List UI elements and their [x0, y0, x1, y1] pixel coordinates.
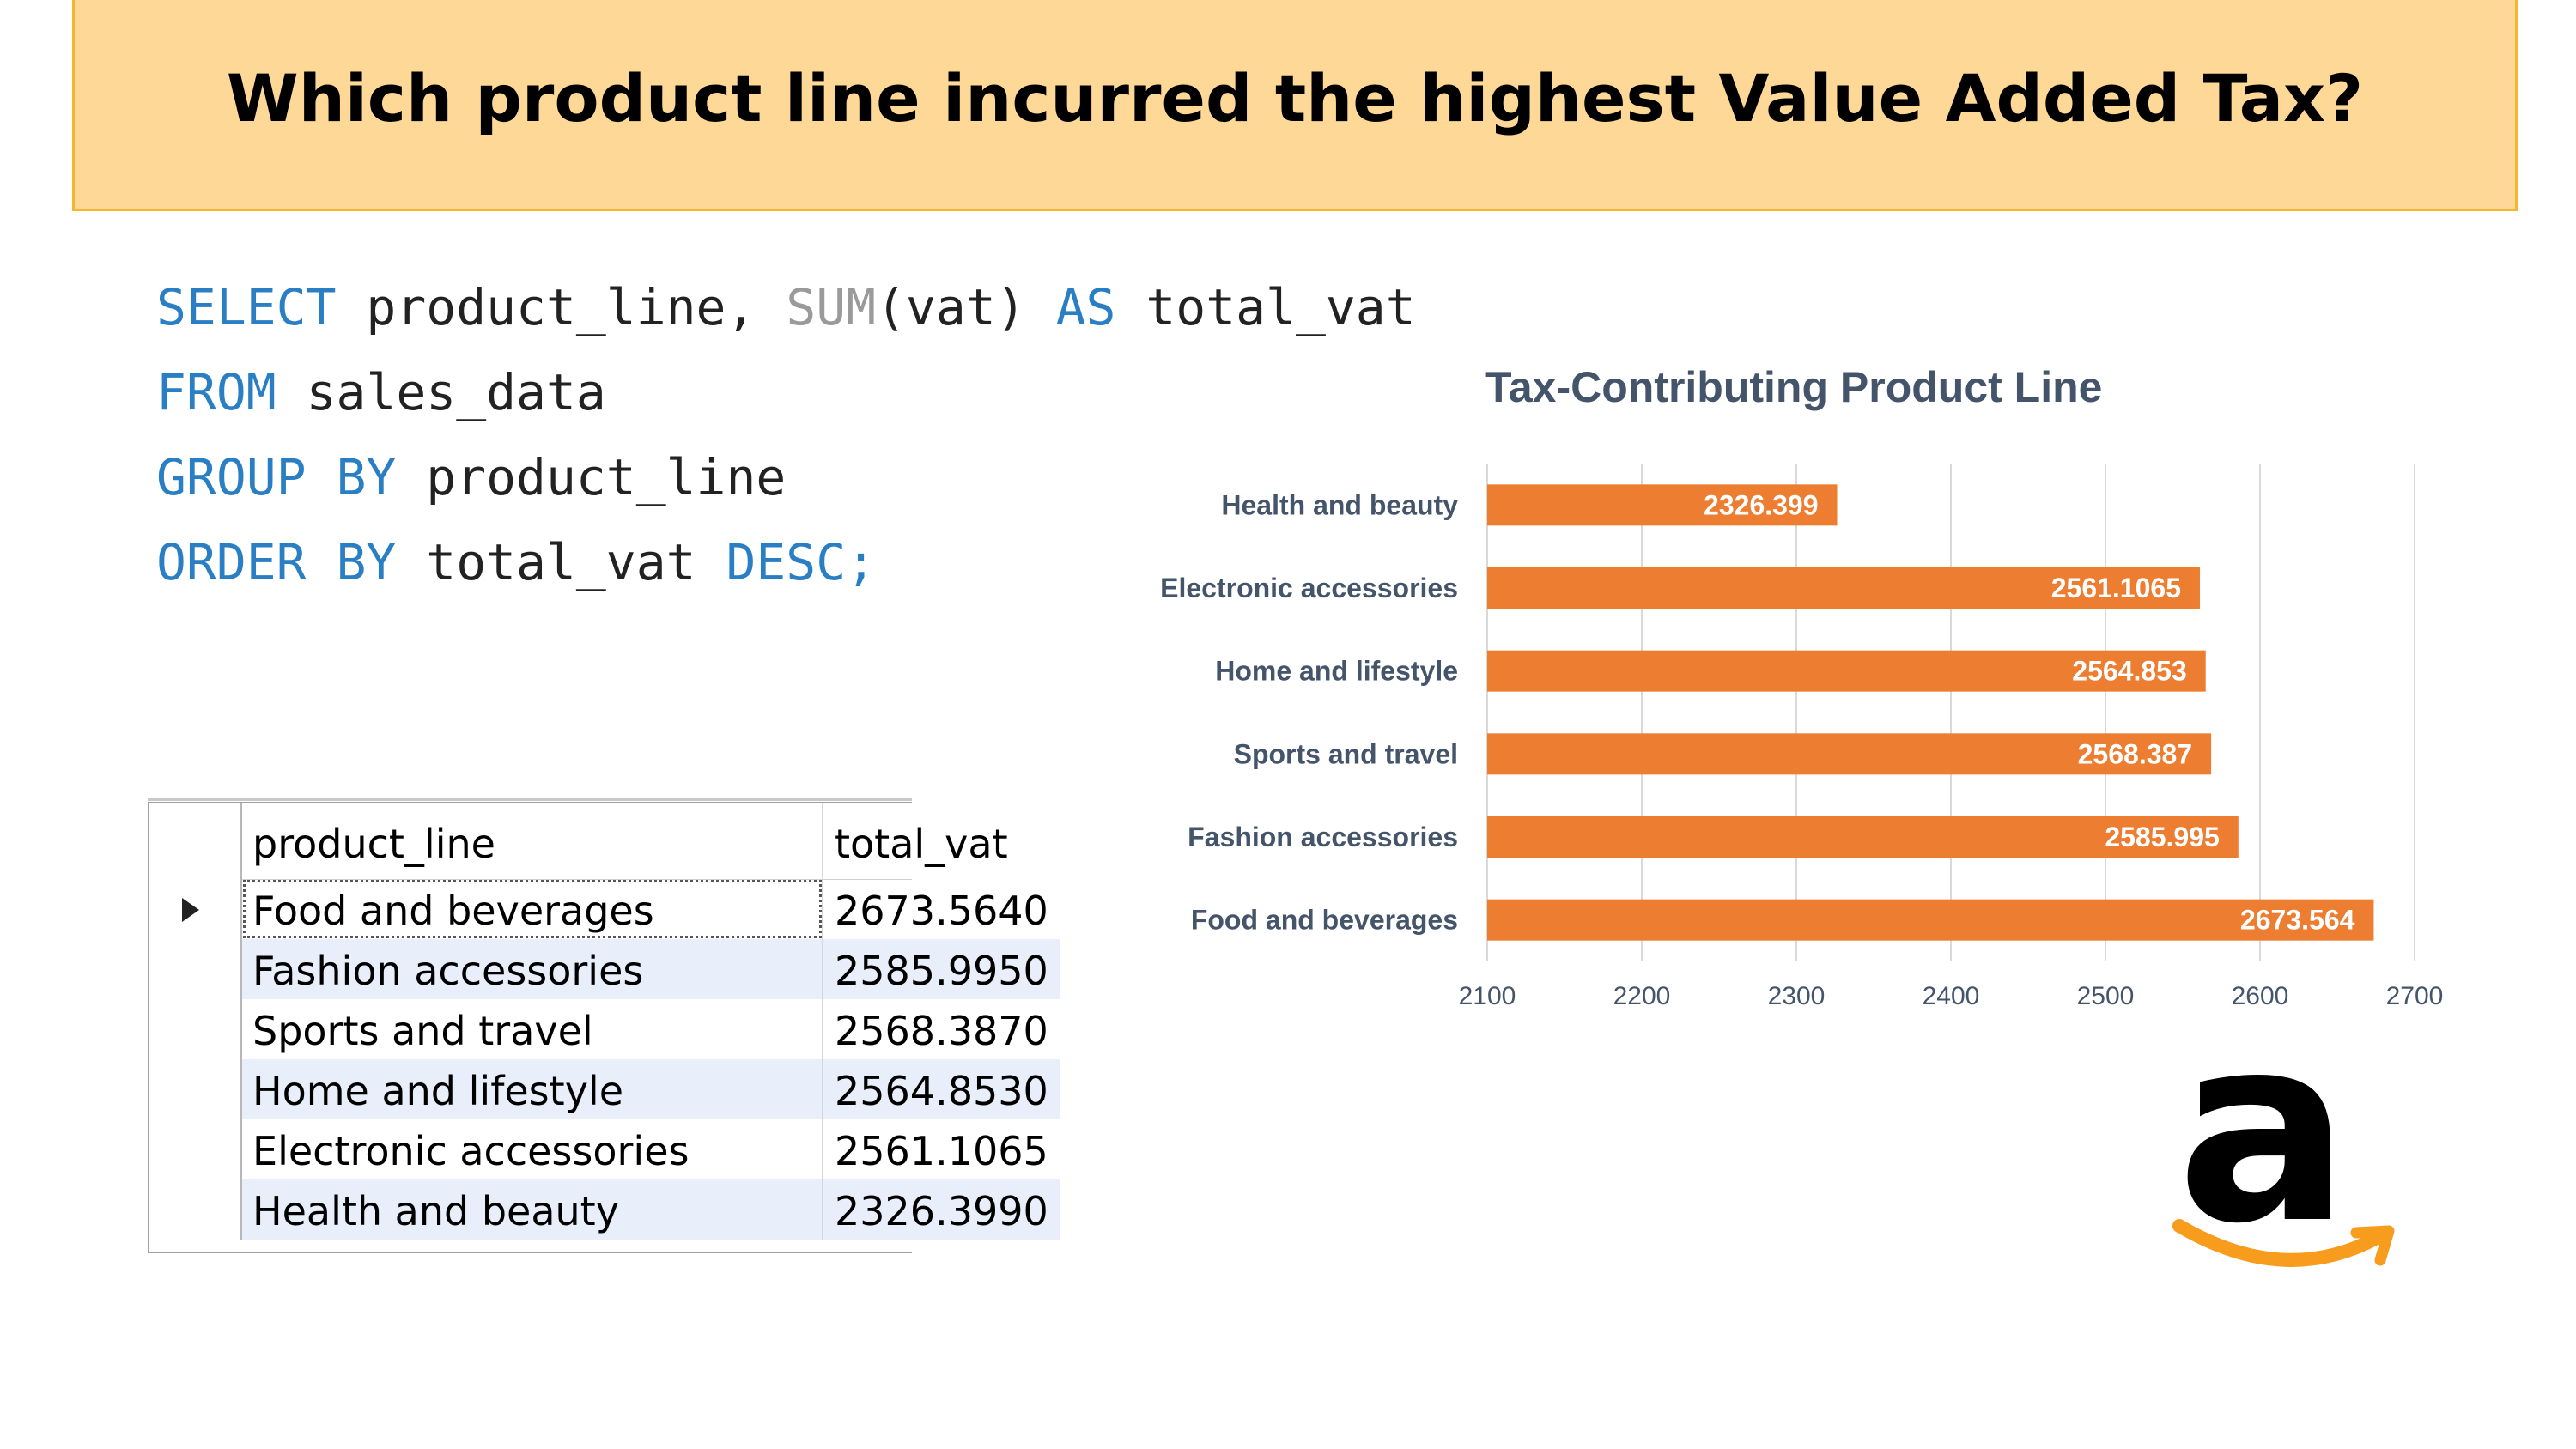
- cell-total-vat[interactable]: 2561.1065: [835, 1128, 1048, 1174]
- bar: [1487, 816, 2239, 858]
- grid-top-border: [148, 798, 912, 801]
- cell-total-vat[interactable]: 2564.8530: [823, 1059, 1060, 1119]
- amazon-logo-icon: a: [2172, 1039, 2395, 1280]
- bar: [1487, 733, 2212, 775]
- x-tick-label: 2400: [1923, 982, 1980, 1010]
- sql-query: SELECT product_line, SUM(vat) AS total_v…: [156, 273, 1416, 613]
- row-selector[interactable]: [149, 1059, 242, 1119]
- result-grid: product_line total_vat Food and beverage…: [148, 802, 1060, 1253]
- category-label: Fashion accessories: [1188, 822, 1458, 852]
- data-label: 2673.564: [2240, 905, 2355, 936]
- sql-token: sales_data: [276, 363, 606, 421]
- table-row[interactable]: Electronic accessories 2561.1065: [149, 1119, 1048, 1179]
- x-tick-label: 2600: [2232, 982, 2289, 1010]
- row-selector[interactable]: [149, 1119, 242, 1179]
- row-selector[interactable]: [149, 939, 242, 999]
- bar: [1487, 899, 2374, 941]
- category-label: Food and beverages: [1191, 905, 1458, 936]
- sql-line: GROUP BY product_line: [156, 443, 1416, 528]
- row-selector[interactable]: [149, 999, 242, 1059]
- sql-keyword: FROM: [156, 363, 276, 421]
- sql-line: ORDER BY total_vat DESC;: [156, 528, 1416, 613]
- cell-product-line[interactable]: Home and lifestyle: [242, 1059, 823, 1119]
- category-label: Home and lifestyle: [1215, 656, 1458, 687]
- sql-function: SUM: [786, 278, 877, 336]
- sql-token: product_line,: [336, 278, 787, 336]
- cell-total-vat[interactable]: 2568.3870: [835, 1008, 1048, 1054]
- sql-keyword: AS: [1055, 278, 1116, 336]
- bar: [1487, 650, 2206, 692]
- cell-product-line[interactable]: Electronic accessories: [242, 1119, 823, 1179]
- x-tick-label: 2100: [1459, 982, 1516, 1010]
- cell-total-vat[interactable]: 2673.5640: [835, 888, 1048, 934]
- chart-title: Tax-Contributing Product Line: [1485, 363, 2103, 411]
- sql-line: FROM sales_data: [156, 358, 1416, 443]
- cell-total-vat[interactable]: 2585.9950: [823, 939, 1060, 999]
- data-label: 2564.853: [2072, 656, 2186, 687]
- sql-token: total_vat: [1115, 278, 1416, 336]
- table-row[interactable]: Health and beauty 2326.3990: [149, 1179, 1060, 1240]
- row-selector[interactable]: [149, 879, 242, 939]
- bar: [1487, 567, 2200, 609]
- x-tick-label: 2200: [1613, 982, 1671, 1010]
- bar-chart: 2100 2200 2300 2400 2500 2600 2700 Health and b…: [1160, 464, 2444, 1010]
- data-label: 2568.387: [2078, 738, 2192, 769]
- x-tick-label: 2500: [2077, 982, 2135, 1010]
- category-label: Electronic accessories: [1160, 573, 1458, 603]
- sql-line: SELECT product_line, SUM(vat) AS total_v…: [156, 273, 1416, 358]
- cell-total-vat[interactable]: 2326.3990: [823, 1179, 1060, 1240]
- sql-keyword: ORDER BY: [156, 533, 397, 591]
- grid-header-row: product_line total_vat: [149, 803, 1008, 880]
- sql-keyword: SELECT: [156, 278, 337, 336]
- cell-product-line[interactable]: Sports and travel: [242, 999, 823, 1059]
- x-tick-label: 2700: [2386, 982, 2444, 1010]
- sql-keyword: GROUP BY: [156, 448, 397, 506]
- column-header-total-vat[interactable]: total_vat: [835, 821, 1008, 867]
- data-label: 2585.995: [2105, 822, 2219, 852]
- sql-token: product_line: [396, 448, 787, 506]
- bar: [1487, 484, 1838, 526]
- table-row[interactable]: Sports and travel 2568.3870: [149, 999, 1048, 1059]
- current-row-arrow-icon: [182, 898, 199, 922]
- data-label: 2561.1065: [2051, 573, 2181, 603]
- column-header-product-line[interactable]: product_line: [242, 803, 823, 879]
- sql-keyword: DESC;: [726, 533, 877, 591]
- sql-token: total_vat: [396, 533, 726, 591]
- x-tick-label: 2300: [1768, 982, 1826, 1010]
- cell-product-line[interactable]: Food and beverages: [242, 879, 823, 939]
- title-banner: Which product line incurred the highest …: [72, 0, 2518, 211]
- table-row[interactable]: Food and beverages 2673.5640: [149, 879, 1048, 939]
- page-title: Which product line incurred the highest …: [226, 60, 2364, 136]
- category-label: Sports and travel: [1234, 738, 1458, 769]
- table-row[interactable]: Fashion accessories 2585.9950: [149, 939, 1060, 999]
- cell-product-line[interactable]: Fashion accessories: [242, 939, 823, 999]
- category-label: Health and beauty: [1221, 489, 1458, 520]
- sql-token: (vat): [876, 278, 1056, 336]
- cell-product-line[interactable]: Health and beauty: [242, 1179, 823, 1240]
- data-label: 2326.399: [1704, 489, 1818, 520]
- table-row[interactable]: Home and lifestyle 2564.8530: [149, 1059, 1060, 1119]
- row-selector-header: [149, 803, 242, 879]
- row-selector[interactable]: [149, 1179, 242, 1240]
